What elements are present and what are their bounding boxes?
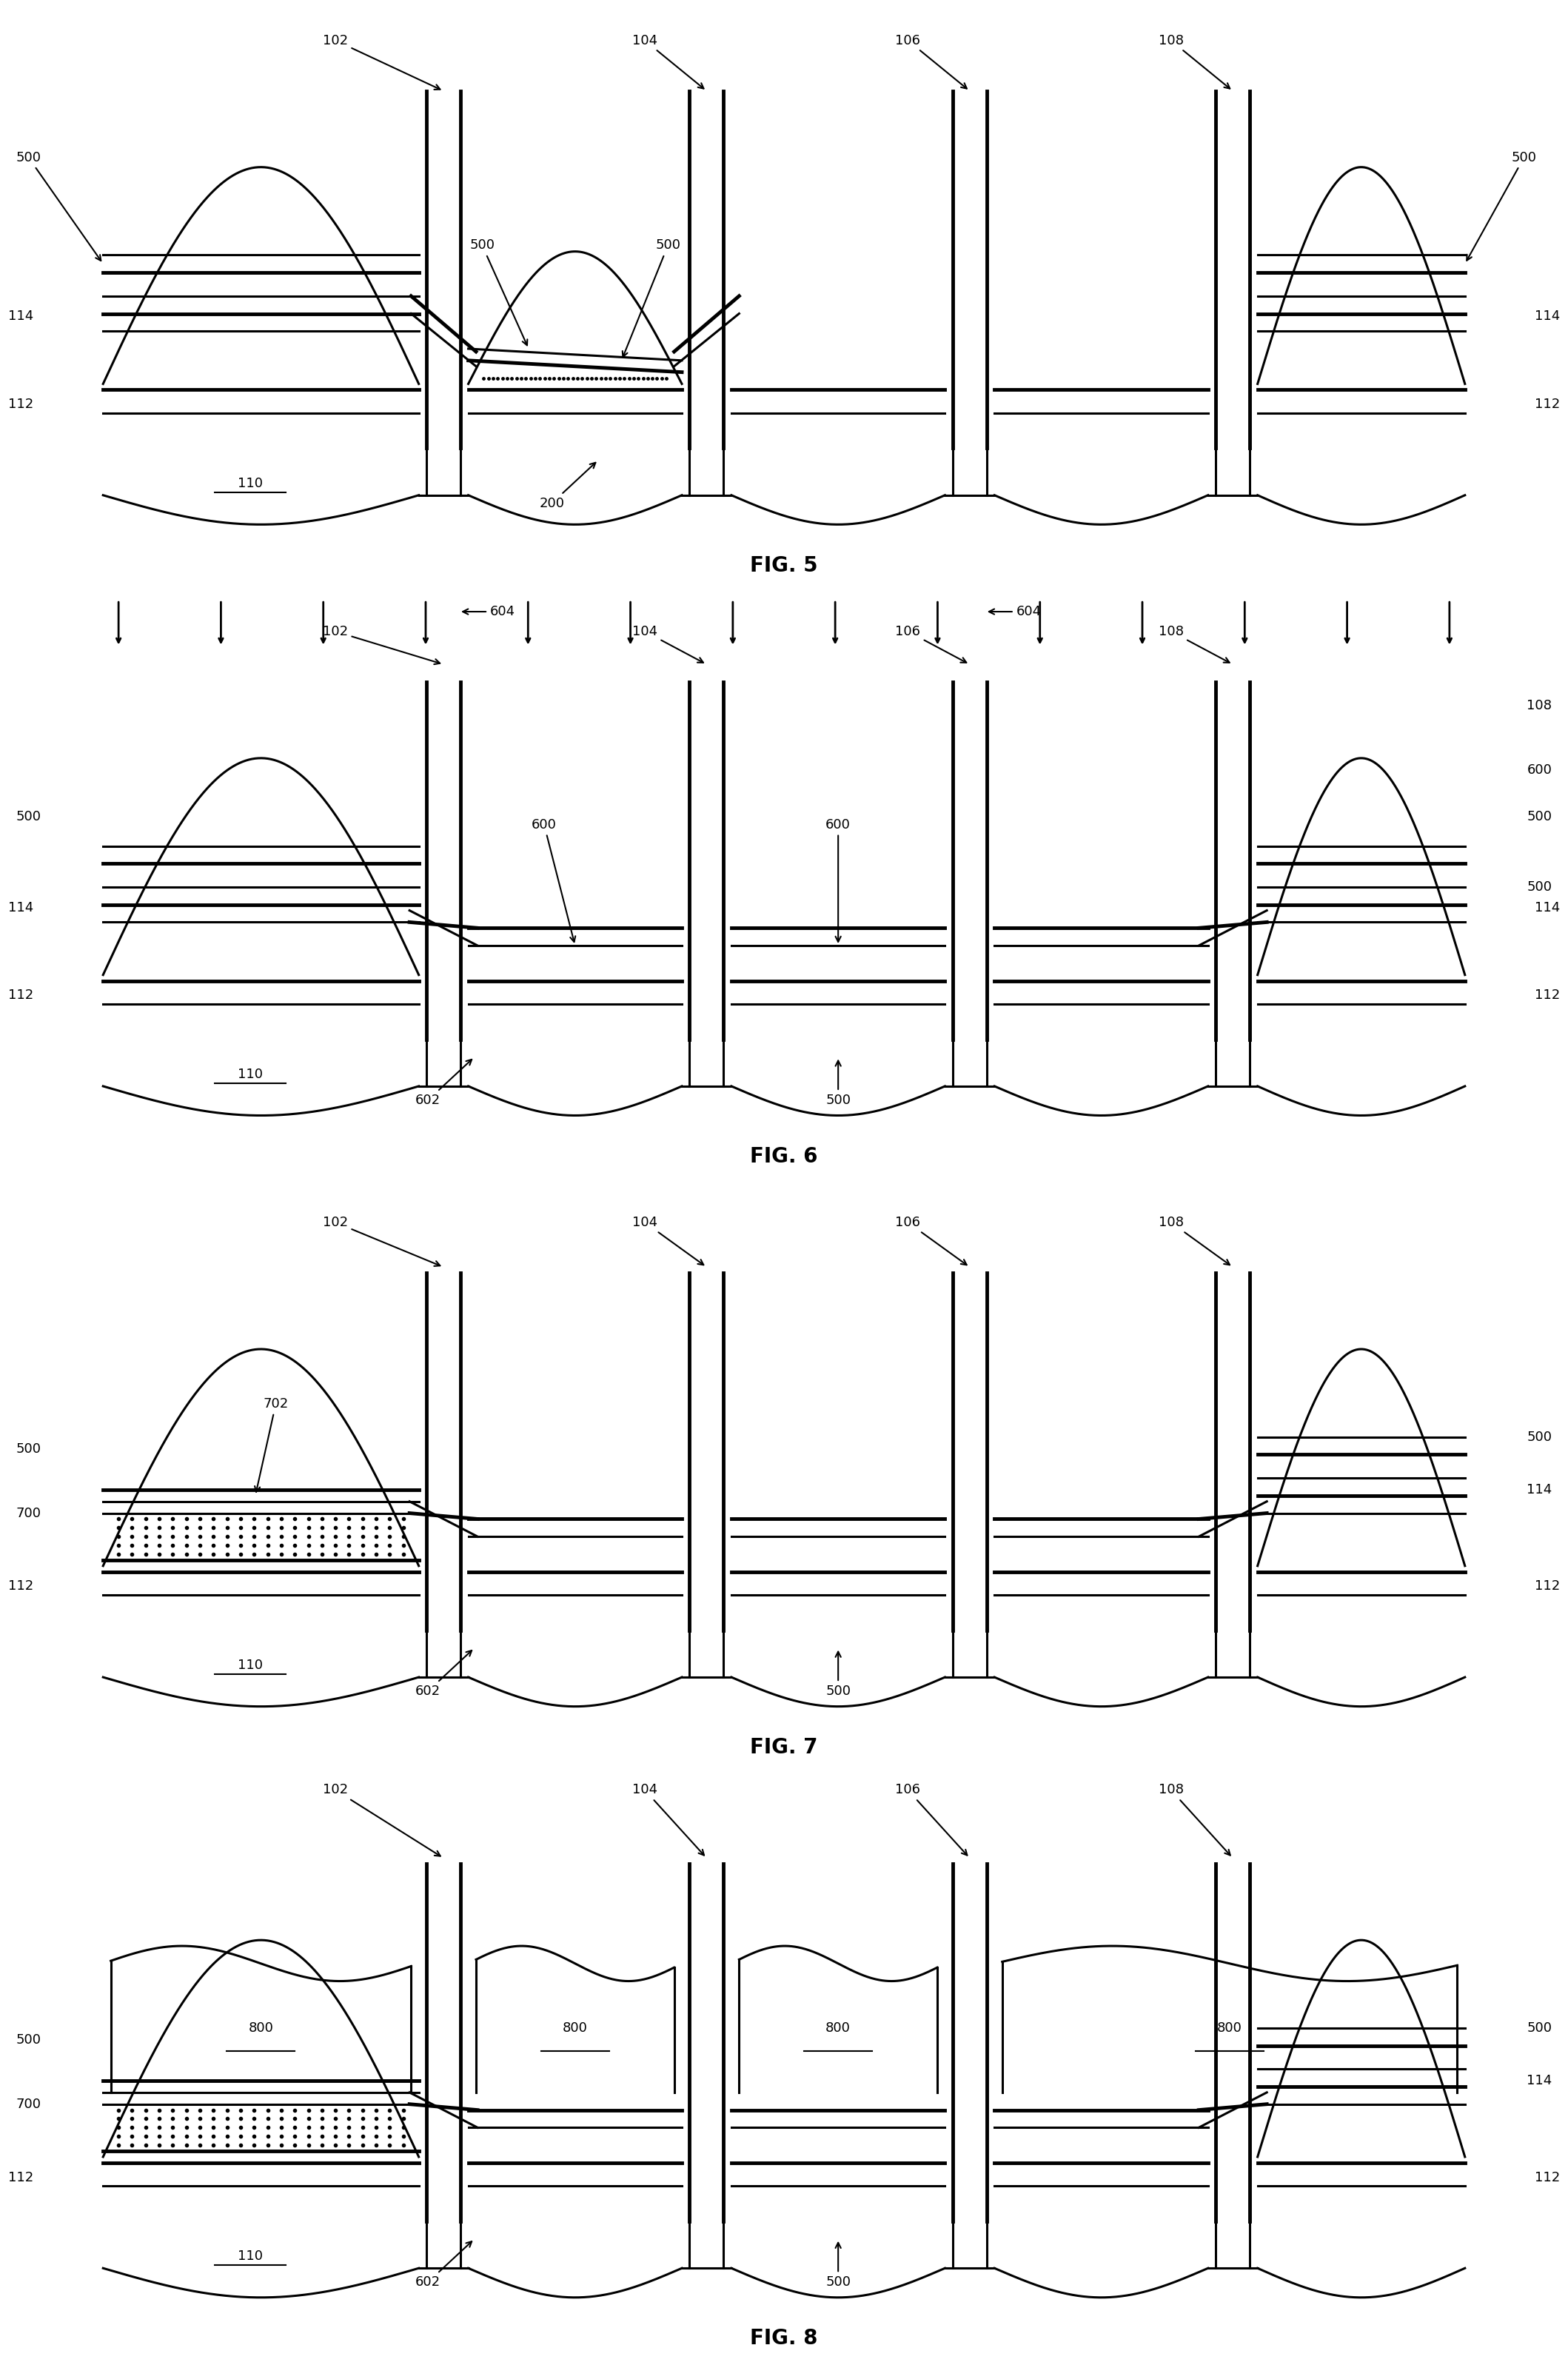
Text: 702: 702 xyxy=(254,1398,289,1492)
Text: 700: 700 xyxy=(16,1507,41,1521)
Text: 108: 108 xyxy=(1527,698,1552,712)
Text: 106: 106 xyxy=(895,33,967,88)
Text: 114: 114 xyxy=(1527,2074,1552,2088)
Text: 102: 102 xyxy=(323,33,441,90)
Text: 800: 800 xyxy=(1217,2022,1242,2034)
Text: 114: 114 xyxy=(8,310,33,324)
Text: 112: 112 xyxy=(8,989,33,1003)
Text: 114: 114 xyxy=(1535,310,1560,324)
Text: 106: 106 xyxy=(895,1783,967,1854)
Text: 110: 110 xyxy=(237,1658,263,1672)
Text: 600: 600 xyxy=(532,818,575,941)
Text: 106: 106 xyxy=(895,1216,966,1265)
Text: 112: 112 xyxy=(1535,1580,1560,1594)
Text: 500: 500 xyxy=(826,1651,851,1698)
Text: 108: 108 xyxy=(1159,33,1229,88)
Text: 500: 500 xyxy=(16,1443,41,1454)
Text: 104: 104 xyxy=(632,1783,704,1854)
Text: 600: 600 xyxy=(826,818,851,941)
Text: 200: 200 xyxy=(539,464,596,511)
Text: 500: 500 xyxy=(1527,2022,1552,2034)
Text: 500: 500 xyxy=(1466,151,1537,260)
Text: 604: 604 xyxy=(463,605,516,617)
Text: 500: 500 xyxy=(622,239,681,357)
Text: 104: 104 xyxy=(632,624,704,662)
Text: 112: 112 xyxy=(8,397,33,412)
Text: 500: 500 xyxy=(16,2034,41,2046)
Text: 102: 102 xyxy=(323,1783,441,1857)
Text: FIG. 6: FIG. 6 xyxy=(750,1147,818,1166)
Text: 112: 112 xyxy=(8,2171,33,2183)
Text: 500: 500 xyxy=(1527,1431,1552,1443)
Text: 114: 114 xyxy=(8,901,33,915)
Text: 602: 602 xyxy=(416,1651,472,1698)
Text: 500: 500 xyxy=(16,151,100,260)
Text: 602: 602 xyxy=(416,1060,472,1107)
Text: 110: 110 xyxy=(237,2249,263,2263)
Text: 500: 500 xyxy=(1527,880,1552,894)
Text: 500: 500 xyxy=(826,2242,851,2289)
Text: 500: 500 xyxy=(16,811,41,823)
Text: 106: 106 xyxy=(895,624,966,662)
Text: 112: 112 xyxy=(1535,2171,1560,2183)
Text: 114: 114 xyxy=(1535,901,1560,915)
Text: 800: 800 xyxy=(248,2022,273,2034)
Text: 800: 800 xyxy=(563,2022,588,2034)
Text: 602: 602 xyxy=(416,2242,472,2289)
Text: 110: 110 xyxy=(237,478,263,490)
Text: 112: 112 xyxy=(8,1580,33,1594)
Text: 102: 102 xyxy=(323,1216,441,1265)
Text: 600: 600 xyxy=(1527,764,1552,776)
Text: 102: 102 xyxy=(323,624,441,665)
Text: 108: 108 xyxy=(1159,624,1229,662)
Text: 500: 500 xyxy=(826,1060,851,1107)
Text: 104: 104 xyxy=(632,33,704,88)
Text: 114: 114 xyxy=(1527,1483,1552,1497)
Text: FIG. 8: FIG. 8 xyxy=(750,2327,818,2348)
Text: 500: 500 xyxy=(1527,811,1552,823)
Text: FIG. 5: FIG. 5 xyxy=(750,556,818,575)
Text: 108: 108 xyxy=(1159,1783,1231,1854)
Text: 108: 108 xyxy=(1159,1216,1229,1265)
Text: 500: 500 xyxy=(470,239,527,345)
Text: 104: 104 xyxy=(632,1216,704,1265)
Text: 604: 604 xyxy=(989,605,1041,617)
Text: 112: 112 xyxy=(1535,397,1560,412)
Text: 112: 112 xyxy=(1535,989,1560,1003)
Text: 700: 700 xyxy=(16,2098,41,2112)
Text: FIG. 7: FIG. 7 xyxy=(750,1738,818,1757)
Text: 110: 110 xyxy=(237,1069,263,1081)
Text: 800: 800 xyxy=(826,2022,851,2034)
